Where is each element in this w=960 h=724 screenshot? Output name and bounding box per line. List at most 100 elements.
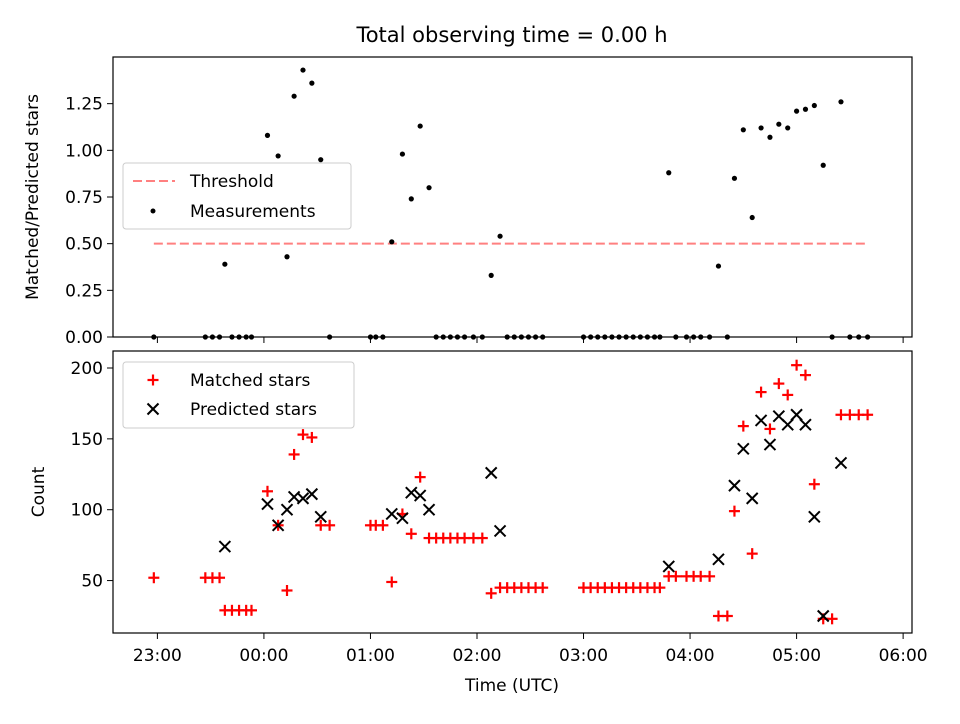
matched-star-point <box>476 532 488 544</box>
matched-star-point <box>755 386 767 398</box>
predicted-star-point <box>261 497 274 511</box>
x-tick-label: 23:00 <box>133 646 182 666</box>
measurement-point <box>740 127 746 133</box>
count-panel: 50 100 150 200 23:00 00:00 01:00 02:00 03:00 04:… <box>29 350 928 696</box>
x-tick-label: 06:00 <box>879 646 928 666</box>
measurement-point <box>758 125 764 131</box>
matched-stars-points <box>148 359 874 625</box>
predicted-star-point <box>728 479 741 492</box>
legend-measurements-swatch <box>150 208 156 214</box>
measurement-point <box>666 170 672 176</box>
predicted-star-point <box>745 492 759 505</box>
measurement-point <box>785 125 791 131</box>
legend-predicted-label: Predicted stars <box>190 400 317 420</box>
measurement-point <box>838 99 844 105</box>
matched-star-point <box>773 378 785 390</box>
matched-star-point <box>670 570 682 582</box>
ratio-y-tick-label: 0.75 <box>65 188 103 208</box>
matched-star-point <box>654 582 666 594</box>
ratio-y-tick-label: 1.00 <box>65 141 103 161</box>
legend-threshold-label: Threshold <box>189 172 274 192</box>
x-tick-label: 02:00 <box>452 646 501 666</box>
ratio-legend-box <box>122 162 352 230</box>
predicted-star-point <box>271 519 285 532</box>
figure-title: Total observing time = 0.00 h <box>355 23 667 47</box>
count-x-ticks: 23:00 00:00 01:00 02:00 03:00 04:00 05:00 06:00 <box>133 633 928 666</box>
predicted-star-point <box>662 560 675 573</box>
predicted-star-point <box>396 512 409 525</box>
measurement-point <box>497 233 503 239</box>
matched-star-point <box>377 519 389 531</box>
measurement-point <box>309 80 315 86</box>
predicted-star-point <box>314 510 327 524</box>
measurement-point <box>300 67 306 73</box>
predicted-star-point <box>484 466 498 480</box>
predicted-star-point <box>817 609 830 623</box>
measurement-point <box>222 261 228 267</box>
matched-star-point <box>728 505 740 517</box>
x-tick-label: 04:00 <box>666 646 715 666</box>
x-tick-label: 03:00 <box>559 646 608 666</box>
predicted-star-point <box>280 503 294 516</box>
measurement-point <box>793 108 800 114</box>
matched-star-point <box>261 485 273 497</box>
matched-star-point <box>245 604 257 616</box>
matched-star-point <box>737 420 749 432</box>
matched-star-point <box>862 409 874 421</box>
matched-star-point <box>386 576 398 588</box>
count-y-axis-label: Count <box>29 466 49 517</box>
measurement-point <box>417 123 423 129</box>
x-tick-label: 05:00 <box>772 646 821 666</box>
matched-star-point <box>537 582 549 594</box>
predicted-star-point <box>493 524 507 538</box>
count-y-tick-label: 150 <box>71 430 103 450</box>
measurement-point <box>731 175 738 181</box>
measurement-point <box>811 102 817 109</box>
ratio-y-tick-label: 0.50 <box>65 235 103 255</box>
predicted-star-point <box>790 408 803 421</box>
ratio-plot-frame <box>112 56 913 338</box>
count-legend: Matched stars Predicted stars <box>122 361 355 429</box>
matched-star-point <box>324 519 336 531</box>
legend-measurements-label: Measurements <box>190 202 316 222</box>
measurement-point <box>802 106 809 112</box>
count-y-tick-label: 100 <box>71 501 103 521</box>
ratio-legend: Threshold Measurements <box>122 162 352 230</box>
matched-star-point <box>799 369 811 381</box>
legend-predicted-marker <box>146 402 160 416</box>
x-tick-label: 01:00 <box>346 646 395 666</box>
predicted-star-point <box>808 510 821 524</box>
matched-star-point <box>414 471 426 483</box>
predicted-stars-points <box>218 408 848 623</box>
measurement-point <box>284 254 290 260</box>
predicted-star-point <box>712 553 725 566</box>
x-tick-label: 00:00 <box>239 646 288 666</box>
count-y-tick-label: 50 <box>81 572 103 592</box>
measurement-point <box>426 185 432 191</box>
predicted-star-point <box>385 507 398 521</box>
measurement-point <box>264 132 271 138</box>
measurement-point <box>767 134 773 140</box>
ratio-y-tick-label: 0.25 <box>65 281 103 301</box>
predicted-star-point <box>218 540 232 553</box>
matched-star-point <box>306 431 318 443</box>
measurement-point <box>389 239 395 245</box>
ratio-y-axis-label: Matched/Predicted stars <box>23 94 43 300</box>
predicted-star-point <box>413 489 427 502</box>
x-axis-label: Time (UTC) <box>464 676 559 696</box>
ratio-y-tick-label: 1.25 <box>65 95 103 115</box>
matched-star-point <box>281 584 293 596</box>
matched-star-point <box>791 359 803 371</box>
ratio-y-ticks: 0.00 0.25 0.50 0.75 1.00 1.25 <box>65 95 113 348</box>
measurement-point <box>749 214 755 221</box>
legend-matched-swatch <box>147 374 159 386</box>
ratio-panel: 0.00 0.25 0.50 0.75 1.00 1.25 Matched/Predict… <box>23 56 913 348</box>
count-plot-frame <box>112 350 913 634</box>
measurement-point <box>488 272 494 278</box>
legend-matched-marker <box>147 374 159 386</box>
ratio-y-tick-label: 0.00 <box>65 328 103 348</box>
matched-star-point <box>148 572 160 584</box>
predicted-star-point <box>296 492 310 505</box>
